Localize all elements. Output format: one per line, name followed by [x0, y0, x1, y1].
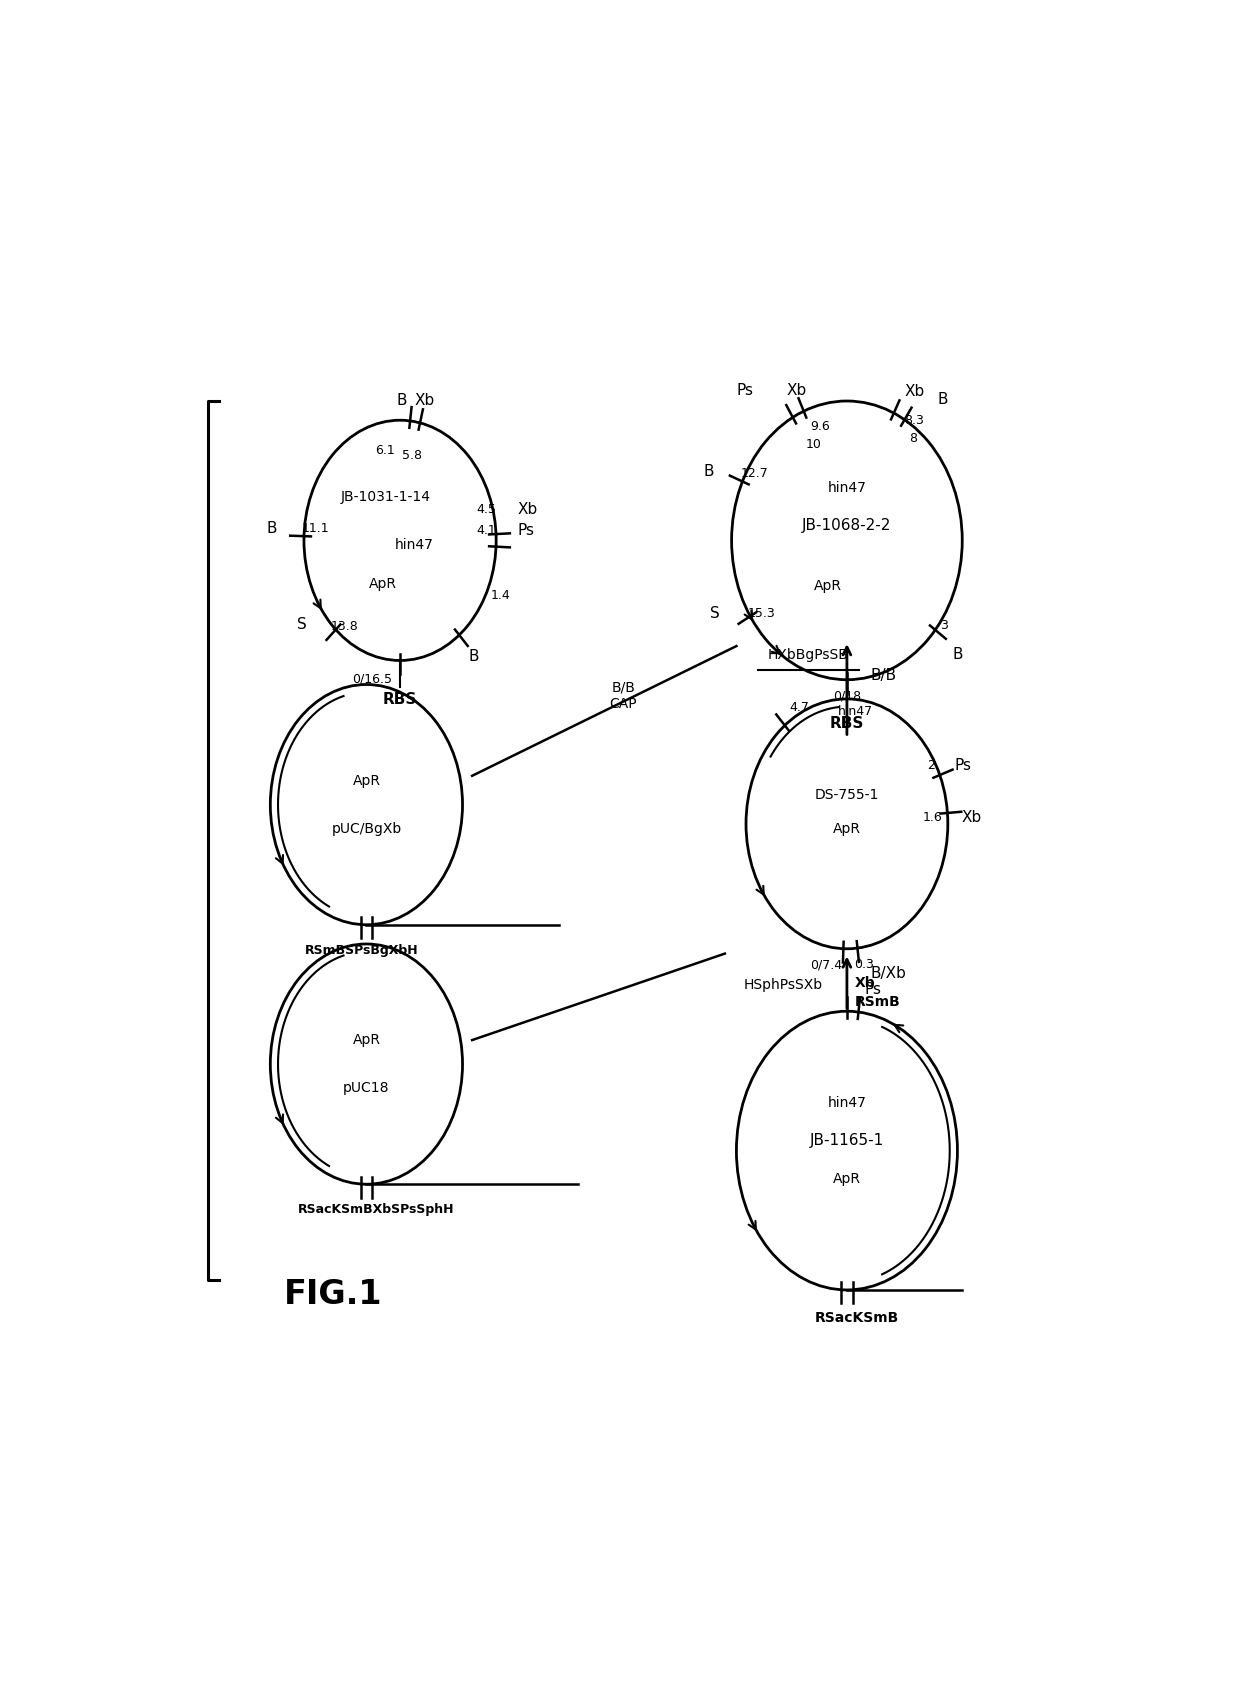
Text: HSphPsSXb: HSphPsSXb — [744, 978, 823, 992]
Text: 2: 2 — [928, 759, 935, 773]
Text: RSmBSPsBgXbH: RSmBSPsBgXbH — [305, 944, 418, 958]
Text: 6.1: 6.1 — [376, 445, 396, 457]
Text: Xb: Xb — [786, 382, 807, 397]
Text: Xb: Xb — [854, 976, 875, 990]
Text: B/Xb: B/Xb — [870, 966, 906, 981]
Text: ApR: ApR — [833, 1172, 861, 1187]
Text: 13.8: 13.8 — [331, 620, 358, 633]
Text: pUC/BgXb: pUC/BgXb — [331, 822, 402, 835]
Text: ApR: ApR — [352, 1032, 381, 1048]
Text: 15.3: 15.3 — [748, 606, 775, 620]
Text: hin47: hin47 — [838, 705, 873, 718]
Text: Xb: Xb — [415, 392, 435, 408]
Text: ApR: ApR — [813, 579, 842, 594]
Text: HXbBgPsSB: HXbBgPsSB — [768, 649, 849, 662]
Text: RBS: RBS — [830, 717, 864, 732]
Text: ApR: ApR — [833, 822, 861, 835]
Text: RBS: RBS — [383, 693, 417, 706]
Text: 1.6: 1.6 — [923, 812, 942, 824]
Text: Ps: Ps — [864, 981, 882, 997]
Text: 8.3: 8.3 — [904, 414, 924, 428]
Text: 3: 3 — [940, 618, 947, 632]
Text: 0.3: 0.3 — [854, 958, 874, 971]
Text: RSacKSmB: RSacKSmB — [815, 1311, 899, 1324]
Text: hin47: hin47 — [827, 1095, 867, 1109]
Text: FIG.1: FIG.1 — [284, 1279, 382, 1311]
Text: ApR: ApR — [352, 774, 381, 788]
Text: B: B — [267, 521, 277, 537]
Text: pUC18: pUC18 — [343, 1082, 389, 1095]
Text: 10: 10 — [806, 438, 822, 450]
Text: B: B — [397, 392, 407, 408]
Text: B/B: B/B — [611, 681, 635, 694]
Text: JB-1031-1-14: JB-1031-1-14 — [341, 491, 430, 504]
Text: 4.5: 4.5 — [476, 503, 496, 516]
Text: CAP: CAP — [610, 698, 637, 711]
Text: Ps: Ps — [955, 757, 971, 773]
Text: hin47: hin47 — [396, 538, 434, 552]
Text: JB-1165-1: JB-1165-1 — [810, 1134, 884, 1148]
Text: JB-1068-2-2: JB-1068-2-2 — [802, 518, 892, 533]
Text: RSmB: RSmB — [854, 995, 900, 1009]
Text: 0/18: 0/18 — [833, 689, 861, 703]
Text: hin47: hin47 — [827, 481, 867, 494]
Text: RSacKSmBXbSPsSphH: RSacKSmBXbSPsSphH — [298, 1204, 454, 1216]
Text: Ps: Ps — [737, 382, 753, 397]
Text: B/B: B/B — [870, 667, 897, 683]
Text: 9.6: 9.6 — [810, 419, 830, 433]
Text: DS-755-1: DS-755-1 — [815, 788, 879, 801]
Text: ApR: ApR — [368, 577, 397, 591]
Text: 5.8: 5.8 — [402, 448, 422, 462]
Text: B: B — [937, 392, 949, 406]
Text: Xb: Xb — [962, 810, 982, 825]
Text: S: S — [709, 606, 719, 621]
Text: B: B — [703, 464, 713, 479]
Text: 0/16.5: 0/16.5 — [352, 672, 392, 684]
Text: 12.7: 12.7 — [740, 467, 769, 481]
Text: B: B — [952, 647, 963, 662]
Text: 4.7: 4.7 — [790, 701, 810, 713]
Text: 8: 8 — [909, 431, 916, 445]
Text: 0/7.4: 0/7.4 — [810, 958, 842, 971]
Text: 11.1: 11.1 — [303, 521, 330, 535]
Text: Ps: Ps — [517, 523, 534, 538]
Text: 4.1: 4.1 — [476, 525, 496, 537]
Text: Xb: Xb — [517, 503, 538, 518]
Text: 1.4: 1.4 — [491, 589, 511, 603]
Text: S: S — [298, 618, 308, 632]
Text: B: B — [469, 649, 480, 664]
Text: Xb: Xb — [904, 384, 924, 399]
